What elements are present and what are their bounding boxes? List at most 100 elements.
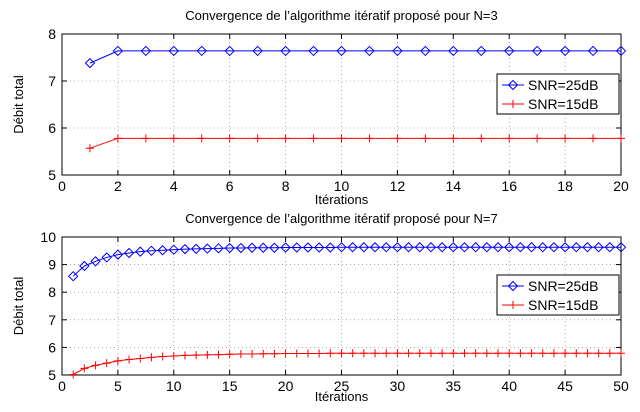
x-tick-label: 16 [501, 178, 517, 194]
data-point [337, 349, 346, 358]
x-tick-label: 35 [446, 378, 462, 394]
legend-label: SNR=15dB [528, 96, 598, 112]
data-point [168, 244, 180, 255]
data-point [516, 349, 525, 358]
data-point [381, 242, 392, 253]
data-point [359, 349, 368, 358]
y-tick-label: 8 [48, 284, 56, 300]
data-point [113, 356, 122, 365]
data-point [140, 45, 152, 57]
data-point [169, 134, 178, 143]
x-tick-label: 4 [170, 178, 178, 194]
data-point [302, 242, 314, 253]
data-point [325, 242, 336, 253]
data-point [549, 349, 558, 358]
data-point [336, 242, 347, 253]
data-point [494, 349, 503, 358]
chart-title: Convergence de l’algorithme itératif pro… [185, 211, 498, 226]
x-tick-label: 20 [613, 178, 629, 194]
data-point [471, 349, 480, 358]
data-point [136, 354, 145, 363]
axes-box [61, 33, 622, 176]
data-point [561, 134, 570, 143]
data-point [436, 242, 448, 253]
data-point [303, 349, 312, 358]
x-axis-label: Itérations [315, 192, 369, 207]
data-point [369, 242, 381, 253]
x-tick-label: 5 [114, 378, 122, 394]
legend: SNR=25dB SNR=15dB [496, 73, 620, 115]
data-point [347, 242, 358, 253]
y-axis-label: Débit total [11, 277, 26, 336]
data-point [604, 242, 616, 253]
data-point [141, 134, 150, 143]
data-point [253, 134, 262, 143]
data-point [112, 45, 124, 57]
data-point [392, 45, 403, 57]
x-axis-label: Itérations [315, 389, 369, 404]
data-point [526, 242, 537, 253]
data-point [582, 242, 593, 253]
data-point [615, 242, 627, 253]
data-point [225, 350, 234, 359]
data-point [548, 242, 560, 253]
data-point [470, 242, 481, 253]
data-point [583, 349, 592, 358]
data-point [112, 249, 124, 260]
x-tick-label: 45 [557, 378, 573, 394]
legend-entry: SNR=15dB [502, 96, 598, 112]
data-point [404, 349, 413, 358]
data-point [449, 134, 458, 143]
data-point [371, 349, 380, 358]
data-point [308, 45, 319, 57]
legend-label: SNR=25dB [528, 77, 598, 93]
data-point [561, 349, 570, 358]
y-tick-label: 8 [48, 26, 56, 42]
data-point [179, 243, 191, 255]
legend-marker [509, 301, 517, 309]
data-point [337, 134, 346, 143]
data-point [224, 242, 235, 254]
legend-entry: SNR=15dB [502, 297, 598, 313]
data-point [482, 349, 491, 358]
data-point [326, 349, 335, 358]
y-tick-label: 5 [48, 167, 56, 183]
data-point [492, 242, 504, 253]
data-point [460, 349, 469, 358]
data-point [79, 260, 90, 272]
data-point [393, 349, 402, 358]
legend-entry: SNR=25dB [502, 278, 598, 294]
data-point [336, 45, 347, 57]
data-point [593, 242, 604, 253]
x-tick-label: 10 [166, 378, 182, 394]
x-tick-label: 18 [557, 178, 573, 194]
data-point [421, 134, 430, 143]
x-tick-label: 14 [446, 178, 462, 194]
series-line [89, 137, 621, 149]
data-point [348, 349, 357, 358]
data-point [587, 45, 599, 57]
data-point [101, 252, 112, 263]
data-point [169, 351, 178, 360]
data-point [80, 364, 89, 373]
series-line [72, 246, 621, 277]
data-point [414, 242, 425, 253]
data-point [91, 361, 100, 370]
data-point [235, 242, 247, 254]
x-tick-label: 40 [501, 378, 517, 394]
data-point [197, 134, 206, 143]
data-point [248, 350, 257, 359]
data-point [425, 242, 437, 253]
data-point [538, 349, 547, 358]
data-point [589, 134, 598, 143]
data-point [190, 243, 202, 255]
data-point [203, 350, 212, 359]
data-point [448, 45, 459, 57]
data-point [358, 242, 370, 253]
legend-label: SNR=25dB [528, 278, 598, 294]
data-point [270, 349, 279, 358]
series-1 [67, 242, 627, 282]
